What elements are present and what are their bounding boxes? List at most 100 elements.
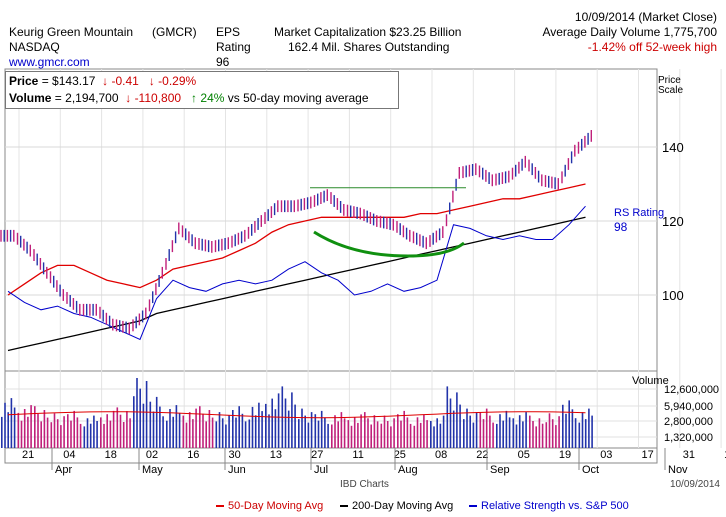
- volume-bar: [430, 421, 432, 448]
- volume-bar: [152, 411, 155, 448]
- price-pct-change: -0.29%: [158, 74, 197, 88]
- volume-bar: [271, 398, 273, 448]
- legend-ma50-swatch: [216, 505, 224, 508]
- volume-bar: [492, 422, 494, 448]
- price-label: Price: [9, 74, 39, 88]
- price-tick-140: 140: [662, 140, 684, 155]
- legend-ma50-label: 50-Day Moving Avg: [228, 500, 324, 512]
- eps-label: EPS: [216, 25, 241, 39]
- market-cap: Market Capitalization $23.25 Billion: [274, 25, 462, 39]
- volume-bar: [27, 416, 29, 448]
- volume-bar: [535, 426, 537, 448]
- volume-bar: [380, 423, 383, 448]
- legend-ma200-swatch: [340, 505, 348, 508]
- volume-bar: [133, 396, 135, 448]
- volume-bar: [423, 414, 425, 448]
- volume-bar: [70, 420, 72, 448]
- volume-bar: [221, 418, 224, 448]
- volume-bar: [578, 422, 581, 448]
- volume-bar: [485, 408, 488, 448]
- volume-bar: [185, 422, 188, 448]
- footer-date: 10/09/2014: [669, 479, 720, 490]
- volume-bar: [353, 417, 356, 448]
- volume-bar: [327, 423, 329, 448]
- legend-rs-swatch: [469, 505, 477, 508]
- volume-bar: [505, 410, 508, 448]
- volume-bar: [195, 408, 197, 448]
- ma200-line: [7, 216, 586, 352]
- x-month-tick-Nov: Nov: [668, 464, 688, 476]
- volume-bar: [248, 419, 251, 448]
- volume-bar: [518, 415, 521, 448]
- price-value: = $143.17: [41, 74, 96, 88]
- volume-bar: [83, 426, 86, 448]
- volume-bar: [568, 400, 570, 448]
- x-day-tick-04: 04: [63, 449, 75, 461]
- rs-rating-label: RS Rating: [614, 207, 665, 219]
- volume-bar: [324, 417, 326, 448]
- legend-rs-label: Relative Strength vs. S&P 500: [481, 500, 629, 512]
- volume-bar: [244, 421, 247, 448]
- report-date: 10/09/2014 (Market Close): [574, 10, 717, 24]
- volume-bar: [215, 421, 218, 448]
- volume-bar: [129, 418, 131, 448]
- volume-bar: [73, 410, 75, 448]
- volume-bar: [469, 415, 471, 448]
- volume-bar: [142, 403, 145, 448]
- volume-bar: [155, 396, 158, 448]
- volume-value: = 2,194,700: [54, 91, 119, 105]
- x-month-tick-Oct: Oct: [582, 464, 599, 476]
- company-name: Keurig Green Mountain: [9, 25, 134, 39]
- volume-bar: [139, 388, 141, 448]
- x-day-tick-02: 02: [146, 449, 158, 461]
- volume-bar: [232, 410, 234, 448]
- price-tick-120: 120: [662, 214, 684, 229]
- volume-bar: [562, 404, 564, 448]
- volume-bar: [558, 416, 560, 448]
- x-day-tick-18: 18: [105, 449, 117, 461]
- x-day-tick-27: 27: [311, 449, 323, 461]
- volume-bar: [532, 421, 534, 448]
- volume-bar: [317, 420, 320, 448]
- volume-bar: [258, 402, 260, 448]
- rating-label: Rating: [216, 40, 251, 54]
- volume-bar: [512, 418, 515, 448]
- volume-bar: [17, 412, 20, 448]
- volume-bar: [268, 414, 270, 448]
- base-curve-annotation: [313, 230, 465, 258]
- volume-bar: [225, 424, 227, 448]
- volume-bar: [67, 414, 69, 448]
- legend-ma50: 50-Day Moving Avg: [216, 500, 323, 512]
- x-day-tick-22: 22: [476, 449, 488, 461]
- volume-bar: [525, 412, 527, 448]
- volume-bar: [218, 412, 221, 448]
- volume-bar: [416, 417, 419, 448]
- website-link[interactable]: www.gmcr.com: [9, 55, 90, 69]
- x-day-tick-03: 03: [600, 449, 612, 461]
- volume-bar: [298, 419, 300, 448]
- volume-bar: [261, 411, 263, 448]
- volume-bar: [397, 414, 399, 448]
- volume-bar: [50, 422, 53, 448]
- volume-bar: [37, 413, 39, 448]
- volume-bar: [548, 413, 551, 448]
- volume-bar: [126, 411, 128, 448]
- volume-bar: [4, 402, 6, 448]
- volume-bar: [446, 386, 449, 448]
- volume-label: Volume: [9, 91, 52, 105]
- volume-bar: [30, 405, 32, 448]
- volume-bar: [390, 426, 392, 448]
- volume-bar: [1, 416, 3, 448]
- volume-bar: [419, 422, 422, 448]
- volume-bar: [482, 419, 485, 448]
- price-down-icon: ↓: [98, 74, 109, 88]
- volume-bar: [555, 425, 557, 448]
- volume-tick-0: 12,600,000: [664, 384, 719, 396]
- volume-bar: [347, 420, 350, 448]
- x-month-tick-May: May: [142, 464, 163, 476]
- volume-bar: [10, 398, 13, 448]
- volume-bar: [169, 409, 171, 448]
- volume-bar: [116, 407, 119, 448]
- volume-bar: [456, 392, 458, 448]
